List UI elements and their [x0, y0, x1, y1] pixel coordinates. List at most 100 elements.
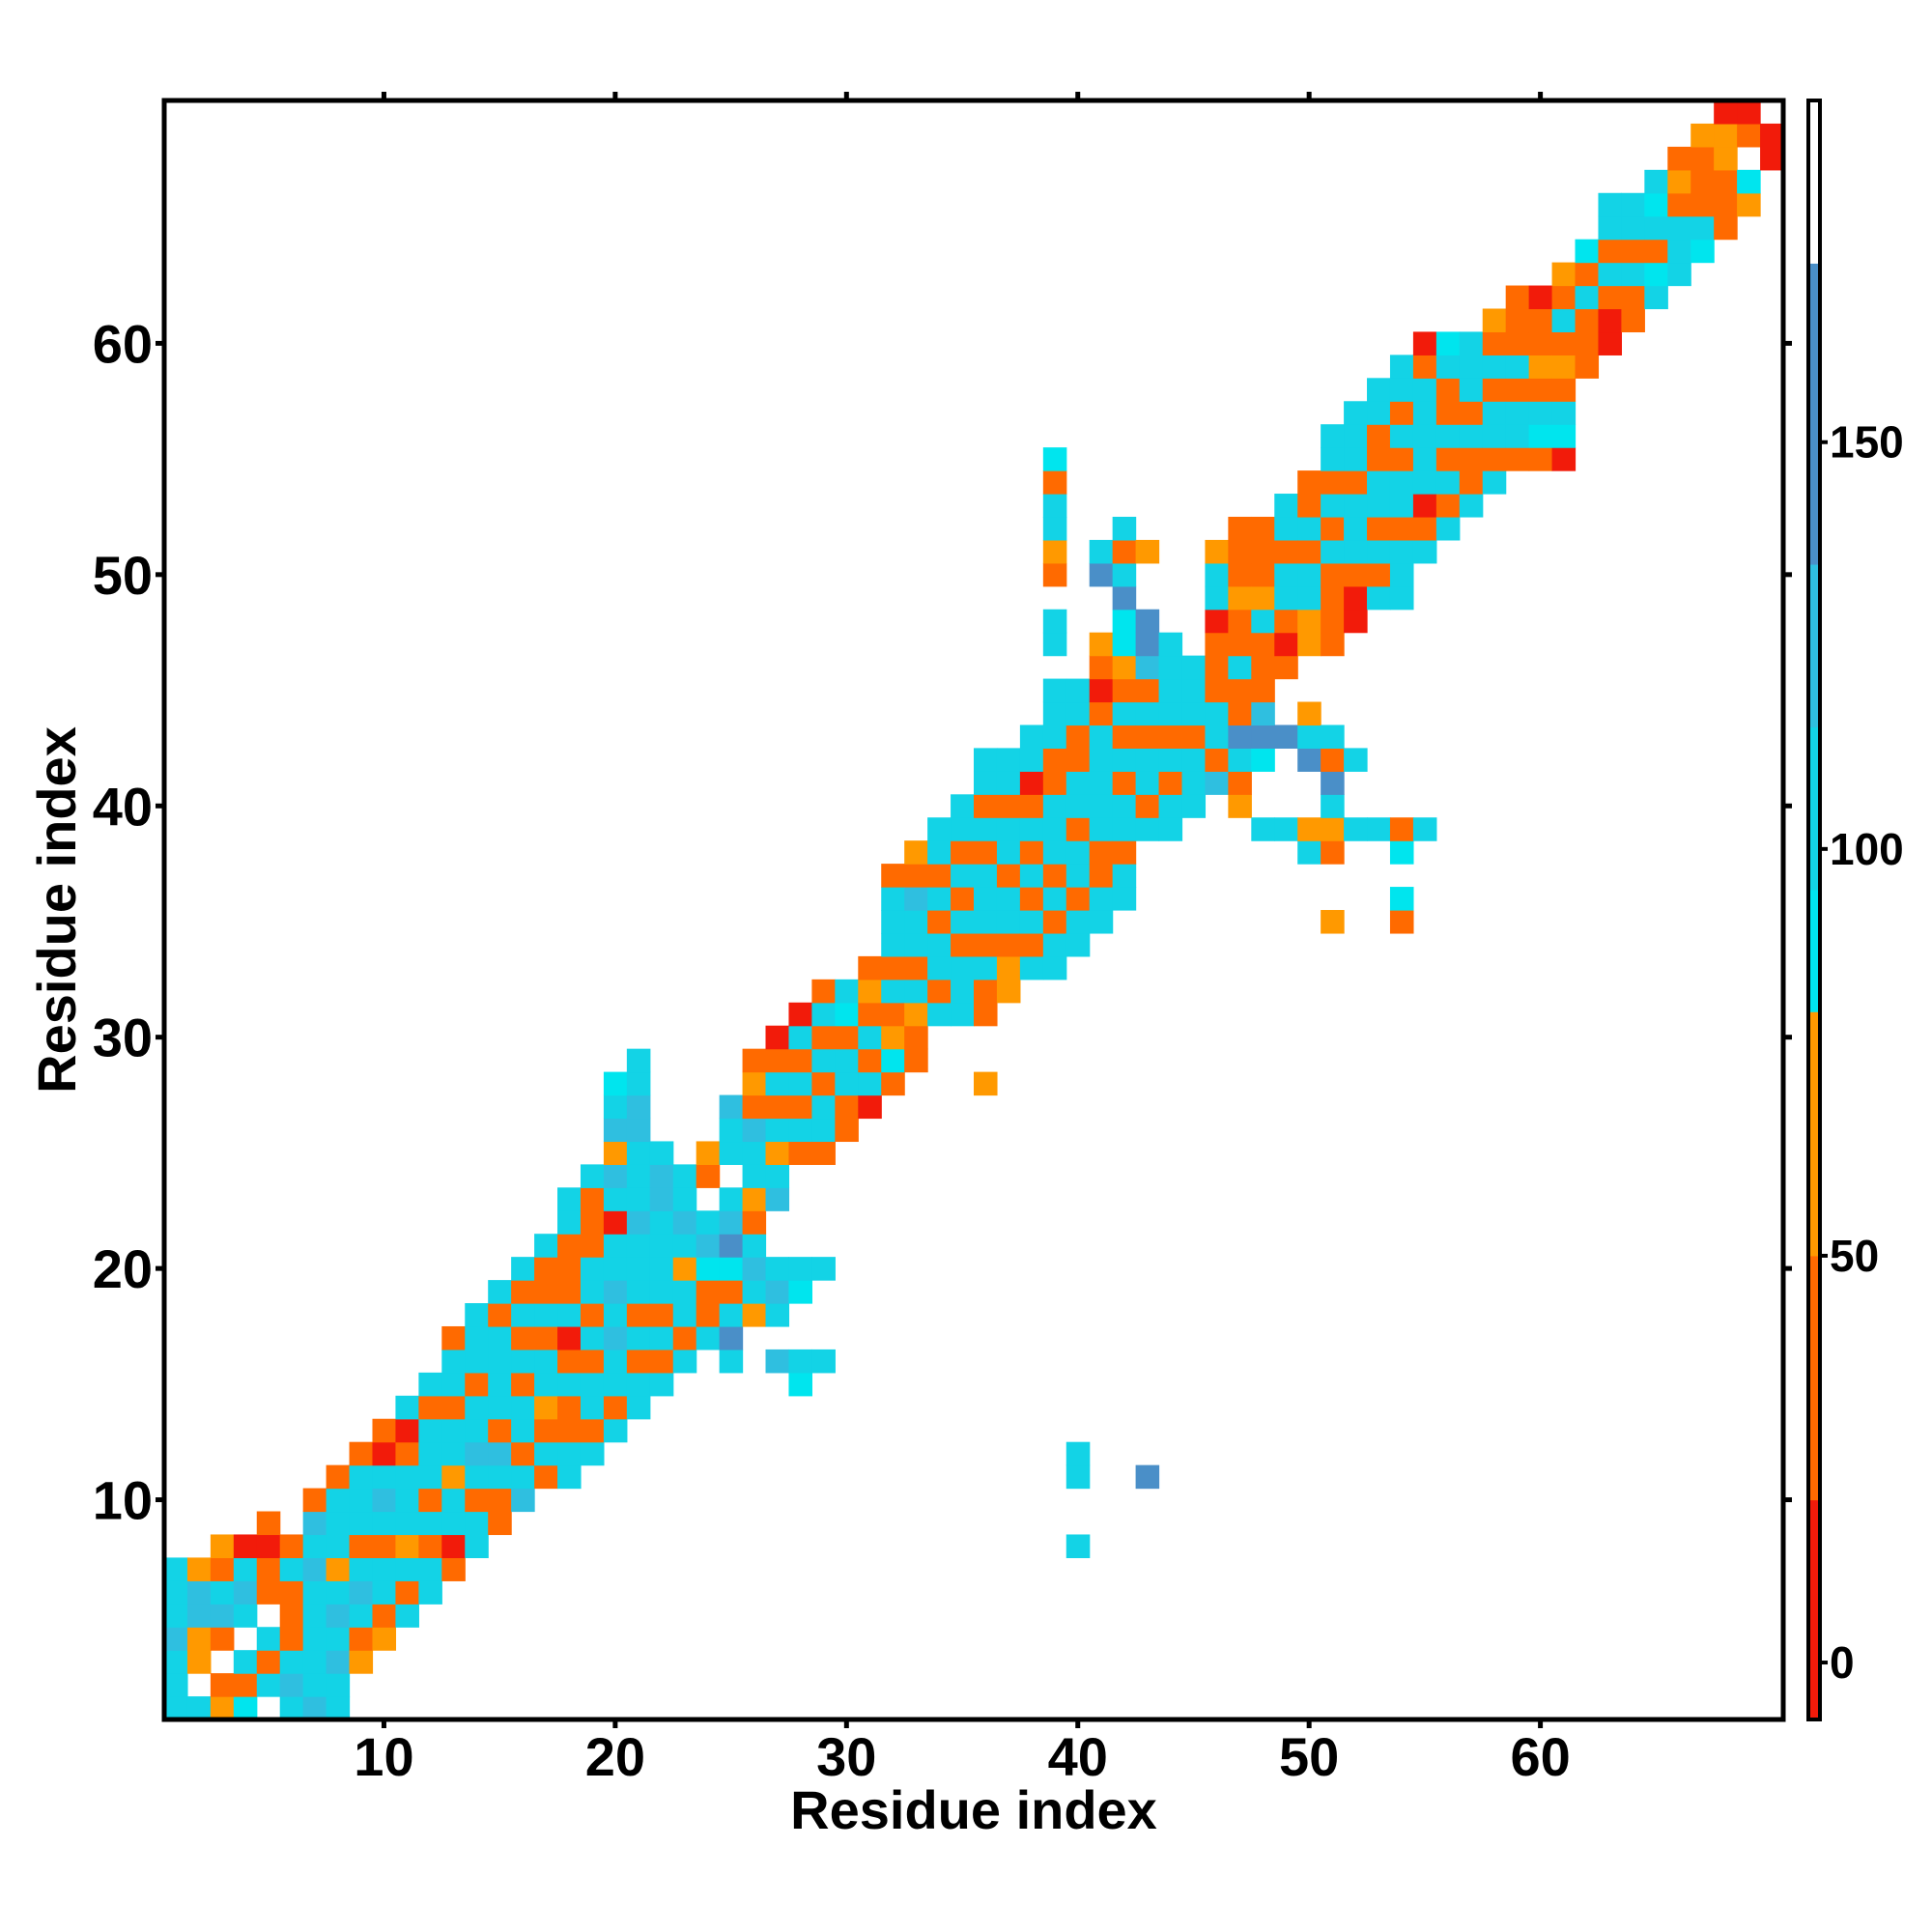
heatmap-cell — [1112, 887, 1137, 911]
heatmap-cell — [488, 1372, 512, 1397]
heatmap-cell — [1598, 308, 1622, 333]
heatmap-cell — [1228, 701, 1252, 726]
heatmap-cell — [1112, 748, 1137, 772]
heatmap-cell — [580, 1210, 605, 1235]
heatmap-cell — [557, 1280, 582, 1304]
heatmap-cell — [210, 1604, 235, 1628]
heatmap-cell — [1737, 123, 1761, 148]
heatmap-cell — [1667, 262, 1691, 287]
heatmap-cell — [1344, 562, 1368, 587]
heatmap-cell — [1228, 609, 1252, 634]
heatmap-cell — [881, 979, 905, 1004]
heatmap-cell — [996, 887, 1021, 911]
heatmap-cell — [418, 1557, 442, 1581]
heatmap-cell — [1112, 817, 1137, 841]
heatmap-cell — [1042, 748, 1067, 772]
heatmap-cell — [649, 1303, 674, 1327]
heatmap-cell — [951, 1002, 975, 1027]
heatmap-cell — [210, 1557, 235, 1581]
heatmap-cell — [927, 817, 952, 841]
heatmap-cell — [164, 1696, 188, 1720]
heatmap-cell — [1621, 239, 1645, 264]
heatmap-cell — [927, 910, 952, 934]
heatmap-cell — [1158, 794, 1183, 818]
heatmap-cell — [1435, 355, 1461, 379]
heatmap-cell — [1205, 748, 1229, 772]
heatmap-cell — [1297, 817, 1321, 841]
heatmap-cell — [742, 1094, 767, 1120]
y-axis-label: Residue index — [26, 726, 87, 1094]
heatmap-cell — [1551, 331, 1577, 355]
heatmap-cell — [1667, 192, 1691, 217]
heatmap-cell — [1389, 516, 1414, 541]
heatmap-cell — [603, 1349, 628, 1374]
heatmap-cell — [1435, 331, 1461, 355]
heatmap-cell — [626, 1372, 651, 1397]
heatmap-cell — [881, 1048, 905, 1073]
heatmap-cell — [742, 1210, 767, 1235]
heatmap-cell — [1042, 609, 1067, 634]
y-tick-label: 30 — [93, 1008, 153, 1068]
heatmap-cell — [557, 1418, 582, 1443]
heatmap-cell — [465, 1325, 489, 1350]
heatmap-cell — [1135, 655, 1160, 680]
heatmap-cell — [1575, 355, 1600, 379]
plot-frame — [161, 98, 1786, 1722]
heatmap-cell — [881, 932, 905, 957]
heatmap-cell — [603, 1280, 628, 1304]
heatmap-cell — [1412, 539, 1437, 564]
heatmap-cell — [1112, 840, 1137, 865]
x-tick-label: 40 — [1048, 1726, 1108, 1787]
heatmap-cell — [326, 1580, 351, 1605]
heatmap-cell — [1112, 632, 1137, 657]
heatmap-cell — [649, 1164, 674, 1188]
heatmap-cell — [1065, 910, 1091, 934]
heatmap-cell — [1042, 794, 1067, 818]
heatmap-cell — [1297, 585, 1321, 611]
heatmap-cell — [788, 1094, 812, 1120]
heatmap-cell — [1528, 378, 1553, 402]
heatmap-cell — [1042, 771, 1067, 795]
heatmap-cell — [1065, 864, 1091, 888]
heatmap-cell — [1135, 748, 1160, 772]
heatmap-cell — [1344, 585, 1368, 611]
heatmap-cell — [974, 748, 998, 772]
heatmap-cell — [1019, 910, 1044, 934]
heatmap-cell — [996, 817, 1021, 841]
heatmap-cell — [603, 1141, 628, 1165]
heatmap-cell — [1065, 701, 1091, 726]
heatmap-cell — [279, 1696, 304, 1720]
heatmap-cell — [395, 1534, 419, 1558]
heatmap-cell — [1367, 470, 1391, 495]
heatmap-cell — [1737, 100, 1761, 125]
heatmap-cell — [996, 748, 1021, 772]
heatmap-cell — [557, 1395, 582, 1420]
heatmap-cell — [1389, 470, 1414, 495]
heatmap-cell — [1089, 910, 1114, 934]
heatmap-cell — [881, 1071, 905, 1096]
colorbar-frame — [1806, 99, 1822, 1721]
heatmap-cell — [465, 1303, 489, 1327]
heatmap-cell — [1205, 655, 1229, 680]
heatmap-cell — [765, 1349, 790, 1374]
heatmap-cell — [1251, 701, 1275, 726]
heatmap-cell — [1228, 794, 1252, 818]
heatmap-cell — [441, 1464, 466, 1490]
heatmap-cell — [951, 840, 975, 865]
heatmap-cell — [1667, 239, 1691, 264]
heatmap-cell — [974, 1002, 998, 1027]
heatmap-cell — [1389, 840, 1414, 865]
heatmap-cell — [1367, 401, 1391, 425]
heatmap-cell — [1158, 632, 1183, 657]
heatmap-cell — [1089, 887, 1114, 911]
heatmap-cell — [279, 1650, 304, 1674]
heatmap-cell — [302, 1604, 327, 1628]
heatmap-cell — [1205, 609, 1229, 634]
heatmap-cell — [742, 1141, 767, 1165]
heatmap-cell — [1690, 215, 1715, 241]
heatmap-cell — [1344, 470, 1368, 495]
heatmap-cell — [580, 1280, 605, 1304]
heatmap-cell — [1251, 817, 1275, 841]
heatmap-cell — [742, 1234, 767, 1258]
